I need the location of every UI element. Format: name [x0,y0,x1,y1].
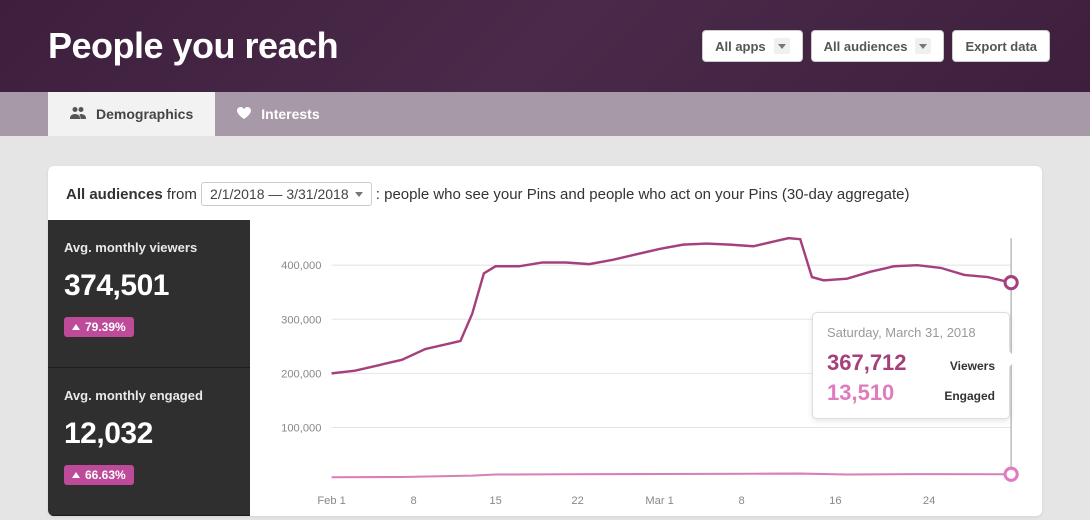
stat-value: 12,032 [64,417,234,451]
svg-text:100,000: 100,000 [281,423,321,435]
delta-value: 79.39% [85,320,126,334]
tooltip-engaged-label: Engaged [944,389,995,403]
svg-text:8: 8 [739,495,745,507]
analytics-card: All audiences from 2/1/2018 — 3/31/2018 … [48,166,1042,516]
svg-text:Mar 1: Mar 1 [645,495,673,507]
tab-label: Demographics [96,106,193,122]
arrow-up-icon [72,324,80,330]
stats-sidebar: Avg. monthly viewers 374,501 79.39% Avg.… [48,220,250,516]
stat-viewers: Avg. monthly viewers 374,501 79.39% [48,220,250,368]
chevron-down-icon [915,38,931,54]
tooltip-viewers-value: 367,712 [827,350,907,376]
filter-description: : people who see your Pins and people wh… [376,186,910,203]
svg-text:8: 8 [410,495,416,507]
date-range-select[interactable]: 2/1/2018 — 3/31/2018 [201,182,372,206]
tab-demographics[interactable]: Demographics [48,92,215,136]
svg-text:16: 16 [829,495,841,507]
svg-text:Feb 1: Feb 1 [317,495,346,507]
header-buttons: All apps All audiences Export data [702,30,1050,62]
chevron-down-icon [355,192,363,197]
delta-badge: 79.39% [64,317,134,337]
tooltip-viewers-label: Viewers [950,359,995,373]
all-audiences-label: All audiences [824,39,908,54]
tab-interests[interactable]: Interests [215,92,341,136]
tab-bar: Demographics Interests [0,92,1090,136]
audiences-filter-label: All audiences [66,186,163,203]
stat-value: 374,501 [64,269,234,303]
chart-area: 100,000 200,000 300,000 400,000 Feb 1 8 15 22 Ma… [250,220,1042,516]
all-audiences-dropdown[interactable]: All audiences [811,30,945,62]
heart-icon [237,106,251,122]
stat-label: Avg. monthly engaged [64,388,234,403]
people-icon [70,106,86,122]
svg-text:15: 15 [489,495,501,507]
from-label: from [167,186,197,203]
stat-engaged: Avg. monthly engaged 12,032 66.63% [48,368,250,516]
svg-text:400,000: 400,000 [281,260,321,272]
page-title: People you reach [48,25,338,67]
svg-text:200,000: 200,000 [281,368,321,380]
date-range-value: 2/1/2018 — 3/31/2018 [210,186,349,202]
tooltip-engaged-value: 13,510 [827,380,894,406]
stat-label: Avg. monthly viewers [64,240,234,255]
svg-text:22: 22 [571,495,583,507]
svg-text:24: 24 [923,495,935,507]
delta-value: 66.63% [85,468,126,482]
chart-tooltip: Saturday, March 31, 2018 367,712 Viewers… [812,312,1010,419]
svg-text:300,000: 300,000 [281,314,321,326]
tooltip-date: Saturday, March 31, 2018 [827,325,995,340]
tab-label: Interests [261,106,319,122]
arrow-up-icon [72,472,80,478]
delta-badge: 66.63% [64,465,134,485]
page-header: People you reach All apps All audiences … [0,0,1090,92]
chevron-down-icon [774,38,790,54]
all-apps-label: All apps [715,39,766,54]
export-data-button[interactable]: Export data [952,30,1050,62]
filter-row: All audiences from 2/1/2018 — 3/31/2018 … [48,166,1042,220]
export-label: Export data [965,39,1037,54]
all-apps-dropdown[interactable]: All apps [702,30,803,62]
